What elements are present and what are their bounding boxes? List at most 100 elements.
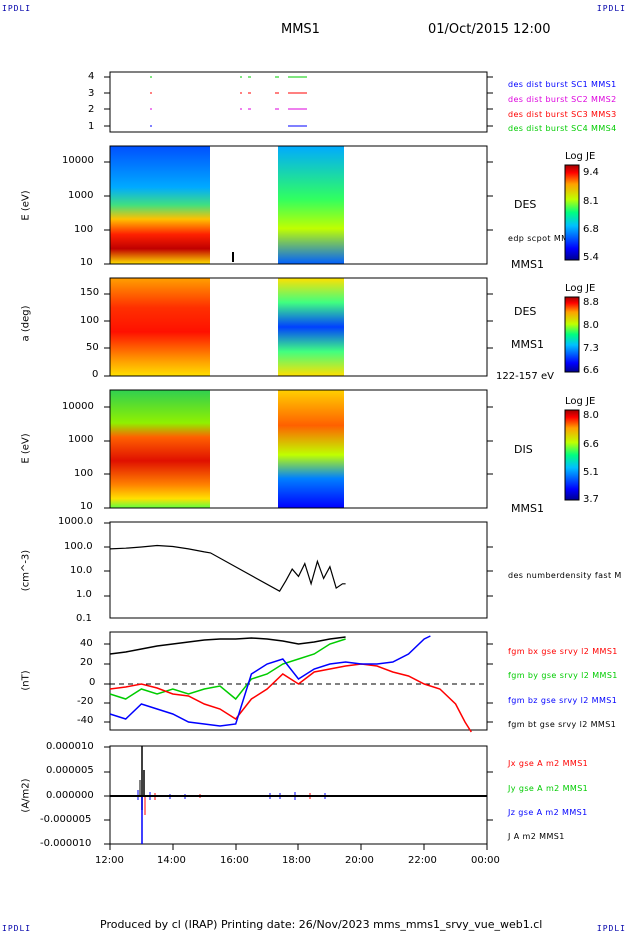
- scpot-trace: [232, 252, 234, 262]
- corner-mark-bottom-left: IPDLI: [2, 924, 32, 933]
- burst-ytick: 2: [88, 104, 95, 115]
- colorbar-tick: 6.6: [583, 365, 599, 376]
- current-spikes: [110, 746, 487, 844]
- des-pitch-energy-range: 122-157 eV: [496, 371, 554, 382]
- des-energy-instrument-label: DES: [514, 198, 537, 211]
- dis-energy-spacecraft-label: MMS1: [511, 502, 544, 515]
- des-energy-spectrogram: [110, 146, 344, 264]
- corner-mark-bottom-right: IPDLI: [596, 924, 626, 933]
- dis-energy-block-2: [278, 390, 344, 508]
- colorbar-tick: 9.4: [583, 167, 599, 178]
- burst-ytick: 4: [88, 71, 95, 82]
- burst-panel-frame: [109, 71, 488, 133]
- corner-mark-top-right: IPDLI: [596, 4, 626, 13]
- colorbar-des-energy: [564, 164, 580, 261]
- des-energy-ytick: 10: [80, 257, 93, 268]
- bfield-ytick: -40: [77, 715, 94, 726]
- legend-jy: Jy gse A m2 MMS1: [508, 784, 589, 793]
- bfield-panel-frame: [109, 631, 488, 731]
- dis-energy-instrument-label: DIS: [514, 443, 533, 456]
- current-ytick: 0.000000: [46, 790, 94, 801]
- legend-bx: fgm bx gse srvy l2 MMS1: [508, 647, 618, 656]
- legend-by: fgm by gse srvy l2 MMS1: [508, 671, 618, 680]
- footer-credits: Produced by cl (IRAP) Printing date: 26/…: [100, 918, 543, 931]
- legend-jx: Jx gse A m2 MMS1: [508, 759, 589, 768]
- axis-tick-marks: [104, 76, 493, 850]
- current-ytick: 0.000005: [46, 765, 94, 776]
- colorbar-tick: 8.8: [583, 297, 599, 308]
- current-ytick: -0.000005: [40, 814, 92, 825]
- des-pitch-instrument-label: DES: [514, 305, 537, 318]
- xtick: 14:00: [157, 855, 186, 866]
- xtick: 16:00: [220, 855, 249, 866]
- xtick: 18:00: [282, 855, 311, 866]
- des-energy-block-2: [278, 146, 344, 264]
- density-ytick: 1.0: [76, 589, 92, 600]
- colorbar-tick: 8.0: [583, 410, 599, 421]
- bfield-ytick: 40: [80, 638, 93, 649]
- bfield-ytick: 20: [80, 657, 93, 668]
- legend-j: J A m2 MMS1: [508, 832, 565, 841]
- des-pitch-panel-frame: [109, 277, 488, 377]
- des-energy-ytick: 1000: [68, 190, 94, 201]
- bfield-plot: [109, 635, 472, 733]
- colorbar-tick: 6.8: [583, 224, 599, 235]
- des-pitch-spacecraft-label: MMS1: [511, 338, 544, 351]
- legend-burst-sc3: des dist burst SC3 MMS3: [508, 110, 617, 119]
- des-energy-ytick: 100: [74, 224, 94, 235]
- colorbar-des-pitch: [564, 296, 580, 373]
- legend-jz: Jz gse A m2 MMS1: [508, 808, 588, 817]
- bfield-ytick: 0: [89, 677, 96, 688]
- dis-energy-ytick: 100: [74, 468, 94, 479]
- dis-energy-spectrogram: [110, 390, 344, 508]
- page-title: MMS1: [281, 22, 320, 37]
- legend-burst-sc2: des dist burst SC2 MMS2: [508, 95, 617, 104]
- xtick: 22:00: [408, 855, 437, 866]
- des-energy-overlay-label: edp scpot MMS1: [508, 234, 580, 243]
- legend-bz: fgm bz gse srvy l2 MMS1: [508, 696, 618, 705]
- burst-markers: [150, 76, 307, 127]
- dis-energy-ytick: 10000: [62, 401, 94, 412]
- dis-energy-panel-frame: [109, 389, 488, 509]
- colorbar-title-dis-energy: Log JE: [565, 396, 596, 407]
- colorbar-tick: 8.0: [583, 320, 599, 331]
- colorbar-tick: 5.1: [583, 467, 599, 478]
- dis-energy-block-1: [110, 390, 210, 508]
- legend-burst-sc1: des dist burst SC1 MMS1: [508, 80, 617, 89]
- des-pitch-ytick: 50: [86, 342, 99, 353]
- page-datetime: 01/Oct/2015 12:00: [428, 22, 551, 37]
- corner-mark-top-left: IPDLI: [2, 4, 32, 13]
- colorbar-tick: 8.1: [583, 196, 599, 207]
- colorbar-tick: 7.3: [583, 343, 599, 354]
- colorbar-title-des-energy: Log JE: [565, 151, 596, 162]
- density-panel-frame: [109, 521, 488, 619]
- des-pitch-ytick: 150: [80, 287, 100, 298]
- bfield-ytick: -20: [77, 696, 94, 707]
- density-ytick: 0.1: [76, 613, 92, 624]
- dis-energy-ytick: 10: [80, 501, 93, 512]
- colorbar-tick: 6.6: [583, 439, 599, 450]
- des-pitch-spectrogram: [110, 278, 344, 376]
- bfield-series-line: [109, 638, 346, 701]
- colorbar-title-des-pitch: Log JE: [565, 283, 596, 294]
- des-energy-spacecraft-label: MMS1: [511, 258, 544, 271]
- xtick: 00:00: [471, 855, 500, 866]
- des-energy-panel-frame: [109, 145, 488, 265]
- burst-ytick: 3: [88, 88, 95, 99]
- bfield-series-line: [109, 636, 346, 655]
- density-plot: [109, 544, 346, 593]
- density-ytick: 10.0: [70, 565, 93, 576]
- des-pitch-ytick: 100: [80, 315, 100, 326]
- bfield-series-line: [109, 635, 431, 727]
- density-ytick: 1000.0: [58, 516, 93, 527]
- density-series-line: [109, 544, 346, 593]
- colorbar-dis-energy: [564, 409, 580, 501]
- des-energy-ytick: 10000: [62, 155, 94, 166]
- legend-bt: fgm bt gse srvy l2 MMS1: [508, 720, 617, 729]
- xtick: 12:00: [95, 855, 124, 866]
- bfield-series-line: [109, 663, 472, 733]
- current-ytick: -0.000010: [40, 838, 92, 849]
- legend-density: des numberdensity fast M: [508, 571, 622, 580]
- burst-ytick: 1: [88, 121, 95, 132]
